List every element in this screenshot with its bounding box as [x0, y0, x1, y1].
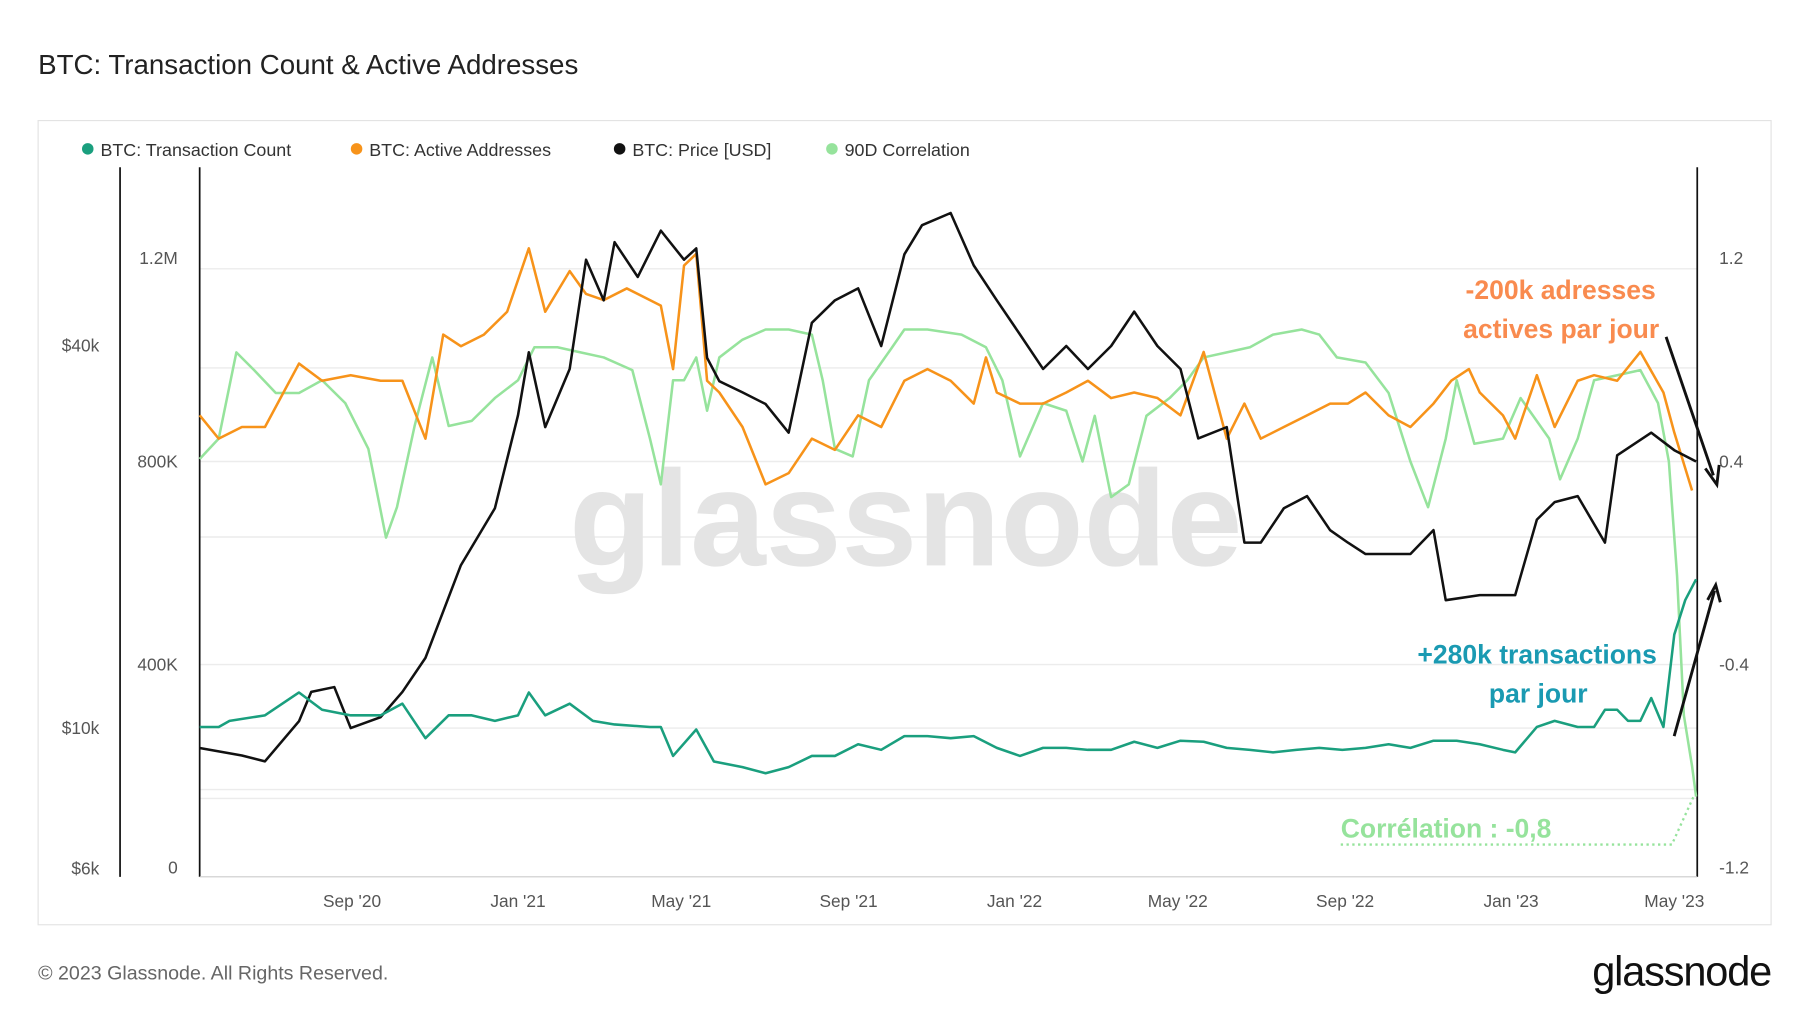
- y-correlation-tick-label: 1.2: [1719, 248, 1743, 268]
- y-price-tick-label: $40k: [62, 336, 100, 356]
- y-price-tick-label: $6k: [71, 859, 99, 879]
- active-addresses-line: [198, 247, 1694, 491]
- x-tick-label: Sep '20: [323, 891, 381, 911]
- legend-item-correlation[interactable]: 90D Correlation: [845, 140, 970, 160]
- annotation-addresses-line2: actives par jour: [1463, 314, 1659, 344]
- annotations: -200k adresses actives par jour +280k tr…: [1340, 275, 1722, 846]
- arrow-up-transactions: [1672, 590, 1716, 737]
- x-tick-label: May '23: [1644, 891, 1704, 911]
- watermark: glassnode: [569, 442, 1242, 594]
- series-lines: [198, 211, 1698, 797]
- y-count-tick-label: 1.2M: [139, 248, 177, 268]
- transaction-count-line: [199, 578, 1698, 775]
- legend-marker-price: [613, 143, 626, 155]
- chart-title: BTC: Transaction Count & Active Addresse…: [38, 49, 578, 80]
- annotation-correlation: Corrélation : -0,8: [1341, 814, 1552, 844]
- legend-item-price[interactable]: BTC: Price [USD]: [632, 140, 771, 160]
- legend: BTC: Transaction Count BTC: Active Addre…: [81, 140, 970, 160]
- annotation-correlation-dotted-line: [1340, 795, 1695, 846]
- y-count-tick-label: 400K: [137, 654, 178, 674]
- annotation-addresses-line1: -200k adresses: [1466, 275, 1656, 305]
- y-correlation-tick-label: -0.4: [1719, 654, 1749, 674]
- legend-marker-transaction-count: [81, 143, 94, 155]
- x-tick-label: May '22: [1148, 891, 1208, 911]
- arrow-up-head-icon: [1706, 581, 1722, 603]
- footer-logo[interactable]: glassnode: [1592, 947, 1772, 994]
- annotation-tx-line2: par jour: [1489, 679, 1588, 709]
- legend-item-active-addresses[interactable]: BTC: Active Addresses: [369, 140, 551, 160]
- legend-marker-active-addresses: [350, 143, 363, 155]
- y-price-tick-label: $10k: [62, 718, 100, 738]
- chart-frame: [37, 119, 1772, 926]
- correlation-line: [198, 328, 1698, 797]
- price-line: [199, 211, 1697, 763]
- legend-item-transaction-count[interactable]: BTC: Transaction Count: [100, 140, 291, 160]
- x-tick-label: Jan '23: [1483, 891, 1538, 911]
- x-tick-label: May '21: [651, 891, 711, 911]
- legend-marker-correlation: [826, 143, 838, 155]
- y-correlation-tick-label: -1.2: [1719, 857, 1749, 877]
- arrow-down-addresses: [1664, 336, 1715, 476]
- x-tick-label: Jan '22: [987, 891, 1042, 911]
- x-tick-label: Sep '21: [820, 891, 878, 911]
- gridlines: [199, 268, 1698, 800]
- annotation-tx-line1: +280k transactions: [1417, 639, 1657, 669]
- y-count-tick-label: 800K: [137, 451, 178, 471]
- y-correlation-tick-label: 0.4: [1719, 451, 1743, 471]
- axis-ticks: Sep '20 Jan '21 May '21 Sep '21 Jan '22 May '…: [62, 248, 1750, 911]
- x-tick-label: Jan '21: [490, 891, 545, 911]
- arrow-down-head-icon: [1704, 464, 1721, 489]
- y-count-tick-label: 0: [168, 857, 178, 877]
- footer-copyright: © 2023 Glassnode. All Rights Reserved.: [38, 963, 388, 985]
- x-tick-label: Sep '22: [1316, 891, 1374, 911]
